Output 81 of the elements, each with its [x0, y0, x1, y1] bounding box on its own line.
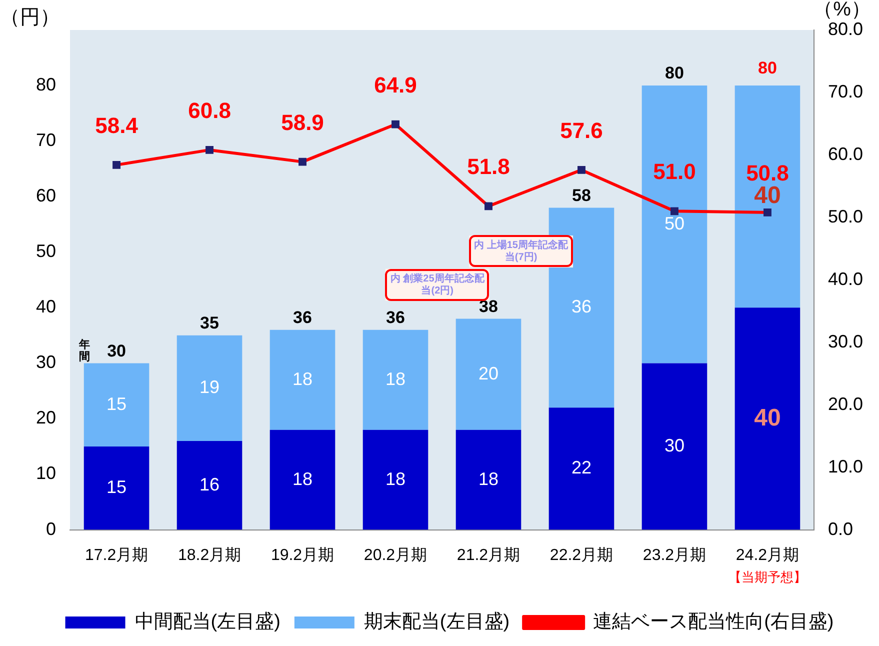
data-label: 58.4	[95, 113, 139, 138]
x-tick-label: 21.2月期	[456, 546, 520, 564]
data-label: 58.9	[281, 110, 324, 135]
legend-label: 連結ベース配当性向(右目盛)	[593, 612, 834, 633]
data-label: 19	[199, 377, 220, 398]
bar	[642, 86, 708, 364]
annotation: 内 上場15周年記念配当(7円)	[474, 239, 569, 264]
bar	[362, 330, 428, 430]
data-label: 57.6	[560, 118, 603, 144]
bar	[84, 446, 150, 530]
bar	[270, 330, 336, 430]
total-label: 80	[758, 58, 777, 78]
y-tick-label: 10	[36, 463, 56, 484]
bar	[548, 208, 614, 408]
bar	[734, 308, 800, 530]
data-label: 40	[754, 404, 781, 432]
data-label: 15	[106, 477, 127, 498]
bar	[362, 430, 428, 530]
x-tick-label: 17.2月期	[84, 546, 148, 564]
x-tick-label: 22.2月期	[550, 546, 614, 564]
data-label: 22	[571, 458, 592, 478]
data-label: 51.0	[653, 159, 696, 184]
data-label: 64.9	[374, 72, 417, 98]
data-label: 36	[571, 296, 592, 317]
total-label: 58	[572, 186, 591, 205]
y-tick-label: 70	[36, 130, 56, 150]
data-label: 50	[664, 213, 684, 234]
y-axis-title: （円）	[0, 6, 60, 29]
data-label: 18	[478, 468, 499, 489]
data-label: 30	[664, 435, 684, 456]
x-tick-label: 24.2月期	[736, 546, 800, 564]
data-label: 20	[478, 363, 499, 384]
data-label: 16	[199, 474, 220, 494]
data-label: 60.8	[188, 98, 231, 124]
annotation: 年間	[78, 338, 90, 364]
bar	[84, 363, 150, 446]
x-tick-label: 19.2月期	[270, 546, 334, 564]
bar	[456, 318, 522, 430]
data-label: 18	[385, 468, 406, 489]
x-tick-label: 20.2月期	[364, 546, 428, 564]
total-label: 36	[386, 308, 405, 328]
y-tick-label: 20	[36, 408, 56, 428]
total-label: 38	[479, 296, 498, 316]
y2-tick-label: 0.0	[828, 518, 853, 539]
bar	[548, 408, 614, 530]
text: 【当期予想】	[728, 569, 806, 584]
total-label: 36	[293, 308, 312, 328]
bar	[176, 440, 242, 530]
data-label: 18	[385, 368, 406, 389]
bar	[270, 430, 336, 530]
data-label: 51.8	[467, 154, 510, 180]
legend-label: 期末配当(左目盛)	[364, 612, 510, 633]
bar	[456, 430, 522, 530]
total-label: 80	[665, 64, 684, 83]
y-tick-label: 60	[36, 186, 56, 206]
bar	[176, 335, 242, 441]
y2-axis-title: （%）	[813, 0, 871, 21]
y-tick-label: 0	[46, 518, 56, 539]
x-tick-label: 18.2月期	[178, 546, 242, 564]
y2-tick-label: 10.0	[828, 456, 864, 476]
legend-label: 中間配当(左目盛)	[134, 612, 280, 633]
bar	[642, 363, 708, 530]
y-tick-label: 30	[36, 352, 56, 372]
y-tick-label: 80	[36, 74, 56, 94]
y2-tick-label: 80.0	[828, 18, 864, 39]
y2-tick-label: 70.0	[828, 81, 864, 102]
data-label: 18	[292, 468, 313, 489]
data-label: 15	[106, 394, 127, 414]
y2-tick-label: 50.0	[828, 206, 864, 226]
total-label: 35	[200, 314, 219, 333]
annotation: 内 創業25周年記念配当(2円)	[390, 272, 486, 297]
y2-tick-label: 30.0	[828, 331, 864, 352]
data-label: 18	[292, 368, 313, 389]
y2-tick-label: 60.0	[828, 144, 864, 164]
x-tick-label: 23.2月期	[642, 546, 706, 564]
y2-tick-label: 40.0	[828, 268, 864, 289]
y2-tick-label: 20.0	[828, 394, 864, 414]
y-tick-label: 50	[36, 241, 56, 262]
y-tick-label: 40	[36, 296, 56, 317]
total-label: 30	[107, 341, 126, 360]
bar	[734, 86, 800, 308]
